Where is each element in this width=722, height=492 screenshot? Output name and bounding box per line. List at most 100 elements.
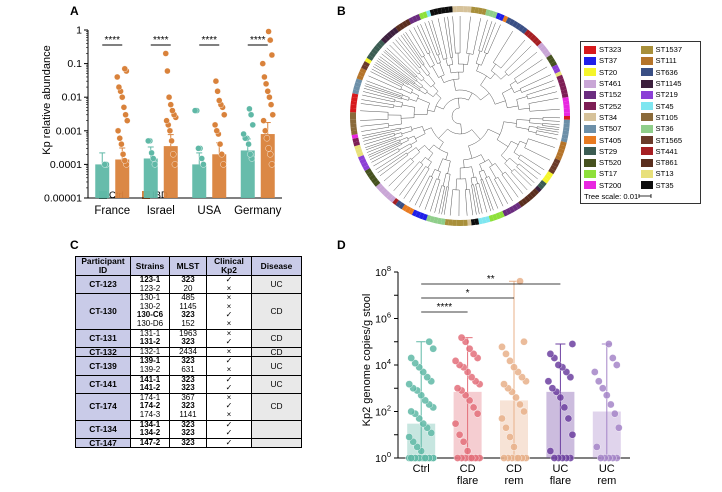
phylogenetic-tree [350,6,570,226]
data-point [554,361,563,369]
tree-leaf [367,145,391,156]
data-point-ibd [261,73,268,81]
legend-item: ST219 [640,89,698,100]
st-ring-segment [470,6,476,14]
st-ring-segment [560,89,568,95]
tree-branch [384,96,396,100]
tree-leaf [361,130,390,137]
tree-branch [395,144,402,148]
data-point-ctrl [151,161,159,168]
table-row: CT-139 139-1 139-2 323 631 ✓ × UC [75,356,302,376]
data-point [612,361,621,369]
tree-arc [442,158,451,162]
participant-id-cell: CT-174 [75,392,131,421]
tree-branch [409,78,416,83]
tree-branch [439,185,442,194]
data-point [453,454,462,462]
tree-arc [415,75,417,78]
st-ring-segment [350,123,357,128]
st-ring-segment [502,209,509,217]
st-ring-segment [356,151,364,158]
tree-leaf [375,153,402,170]
legend-item: ST441 [640,146,698,157]
st-ring-segment [460,6,464,13]
tree-branch [408,79,415,84]
legend-column-right: ST1537 ST111 ST636 ST1145 ST219 ST45 ST105 ST36… [640,44,698,191]
tree-leaf [534,91,558,98]
tree-arc [535,130,537,135]
tree-leaf [361,99,388,105]
st-ring-segment [371,177,379,184]
tick-base: 10 [375,267,387,279]
tree-leaf [363,135,387,142]
tree-branch [417,97,430,104]
header-clinical-kp2: Clinical Kp2 [206,256,252,276]
significance-label: **** [250,35,266,46]
tree-branch [507,105,519,109]
data-point [500,380,508,388]
data-point-ibd [165,93,173,101]
kp2-cell-value: ✓ [225,275,233,284]
st-ring-segment [389,195,396,203]
data-point-ibd [268,161,276,168]
tree-branch [415,133,426,139]
y-tick-label: 0.001 [56,125,82,137]
legend-label: ST461 [599,79,622,89]
data-point [429,344,437,353]
tree-arc [427,52,431,55]
st-ring-segment [375,42,383,50]
y-axis-label: Kp2 genome copies/g stool [361,294,373,427]
data-point [405,433,413,441]
st-ring-segment [408,17,415,25]
st-ring-segment [405,206,412,214]
tree-branch [386,106,394,108]
participant-id-cell: CT-130 [75,293,131,330]
tree-branch [435,43,440,55]
tree-branch [375,123,389,125]
mlst-cell-value: 323 [181,437,195,447]
tree-arc [516,99,519,110]
mlst-cell-value: 631 [181,364,195,374]
kp2-cell-value: ✓ [225,437,233,447]
st-ring-segment [557,78,565,84]
kp2-cell: ✓ ✓ [206,374,252,394]
strain-cell-value: 141-1 [139,374,161,384]
data-point [473,409,482,418]
tree-leaf [360,110,381,113]
tree-branch [408,98,417,102]
strain-cell: 147-2 [130,437,170,449]
st-ring-segment [563,123,570,128]
st-ring-segment [398,202,405,210]
bar-ibd [212,154,227,198]
tree-arc [410,158,414,162]
data-point [604,340,613,348]
tree-branch [505,171,514,183]
mlst-cell-value: 323 [181,419,195,429]
mlst-cell-value: 1963 [179,328,197,338]
tree-branch [408,161,414,167]
st-ring-segment [353,85,361,91]
st-ring-segment [448,6,453,13]
st-ring-segment [541,48,549,55]
tree-branch [435,105,444,110]
st-ring-segment [361,64,369,71]
st-ring-segment [532,36,540,44]
tick-base: 10 [375,314,387,326]
kp2-cell-value: ✓ [225,337,233,347]
st-ring-segment [544,174,552,181]
tree-branch [390,148,399,153]
tree-branch [504,63,513,72]
tree-branch [455,178,457,190]
mlst-cell-value: 323 [181,401,195,411]
st-ring-segment [422,213,428,221]
st-ring-segment [548,168,556,175]
tree-branch [410,140,417,145]
data-point [498,414,506,423]
x-category-label: France [94,205,130,217]
tree-branch [392,80,403,86]
st-ring-segment [485,215,491,223]
data-point-ibd [265,28,272,35]
tree-leaf [546,136,558,140]
tree-branch [407,66,417,77]
tree-arc [410,143,413,147]
